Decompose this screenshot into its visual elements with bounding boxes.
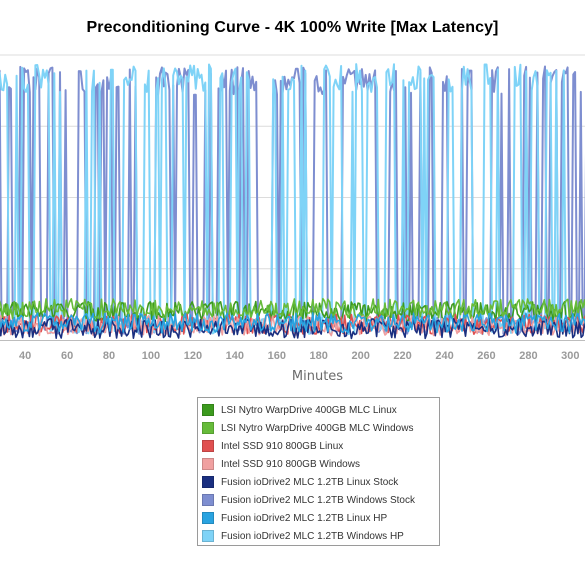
legend-item-6[interactable]: Fusion ioDrive2 MLC 1.2TB Linux HP: [202, 509, 439, 527]
x-tick-label-1: 60: [61, 350, 73, 362]
x-tick-label-0: 40: [19, 350, 31, 362]
x-tick-label-7: 180: [310, 350, 328, 362]
x-tick-label-11: 260: [477, 350, 495, 362]
x-tick-label-8: 200: [351, 350, 369, 362]
series-line-7: [0, 63, 585, 336]
legend-item-1[interactable]: LSI Nytro WarpDrive 400GB MLC Windows: [202, 419, 439, 437]
legend-label: Fusion ioDrive2 MLC 1.2TB Linux Stock: [221, 476, 399, 488]
x-tick-labels: 40 60 80 100 120 140 160 180 200 220 240 260 280 300: [19, 350, 579, 362]
legend-swatch: [202, 422, 214, 434]
x-tick-label-5: 140: [226, 350, 244, 362]
legend-label: LSI Nytro WarpDrive 400GB MLC Linux: [221, 404, 397, 416]
legend-swatch: [202, 494, 214, 506]
legend-item-5[interactable]: Fusion ioDrive2 MLC 1.2TB Windows Stock: [202, 491, 439, 509]
series-line-6: [0, 312, 585, 334]
x-tick-label-6: 160: [268, 350, 286, 362]
legend-item-0[interactable]: LSI Nytro WarpDrive 400GB MLC Linux: [202, 401, 439, 419]
legend-swatch: [202, 530, 214, 542]
legend-label: Fusion ioDrive2 MLC 1.2TB Windows Stock: [221, 494, 415, 506]
x-tick-label-4: 120: [184, 350, 202, 362]
x-tick-label-10: 240: [435, 350, 453, 362]
legend-label: Fusion ioDrive2 MLC 1.2TB Linux HP: [221, 512, 388, 524]
legend-label: LSI Nytro WarpDrive 400GB MLC Windows: [221, 422, 414, 434]
legend-label: Fusion ioDrive2 MLC 1.2TB Windows HP: [221, 530, 404, 542]
legend-item-4[interactable]: Fusion ioDrive2 MLC 1.2TB Linux Stock: [202, 473, 439, 491]
legend-item-2[interactable]: Intel SSD 910 800GB Linux: [202, 437, 439, 455]
chart-title: Preconditioning Curve - 4K 100% Write [M…: [86, 19, 499, 36]
x-tick-label-9: 220: [393, 350, 411, 362]
legend: LSI Nytro WarpDrive 400GB MLC Linux LSI N…: [197, 397, 440, 546]
legend-swatch: [202, 476, 214, 488]
series-layer: [0, 63, 585, 340]
legend-swatch: [202, 440, 214, 452]
x-tick-label-12: 280: [519, 350, 537, 362]
legend-swatch: [202, 458, 214, 470]
legend-label: Intel SSD 910 800GB Linux: [221, 440, 344, 452]
legend-swatch: [202, 404, 214, 416]
legend-label: Intel SSD 910 800GB Windows: [221, 458, 360, 470]
x-tick-label-2: 80: [103, 350, 115, 362]
legend-swatch: [202, 512, 214, 524]
legend-item-3[interactable]: Intel SSD 910 800GB Windows: [202, 455, 439, 473]
chart-plot: 40 60 80 100 120 140 160 180 200 220 240 260 280 300: [0, 54, 585, 362]
legend-item-7[interactable]: Fusion ioDrive2 MLC 1.2TB Windows HP: [202, 527, 439, 545]
grid-layer: [0, 54, 585, 341]
x-tick-label-3: 100: [142, 350, 160, 362]
x-axis-label: Minutes: [291, 369, 344, 384]
x-tick-label-13: 300: [561, 350, 579, 362]
